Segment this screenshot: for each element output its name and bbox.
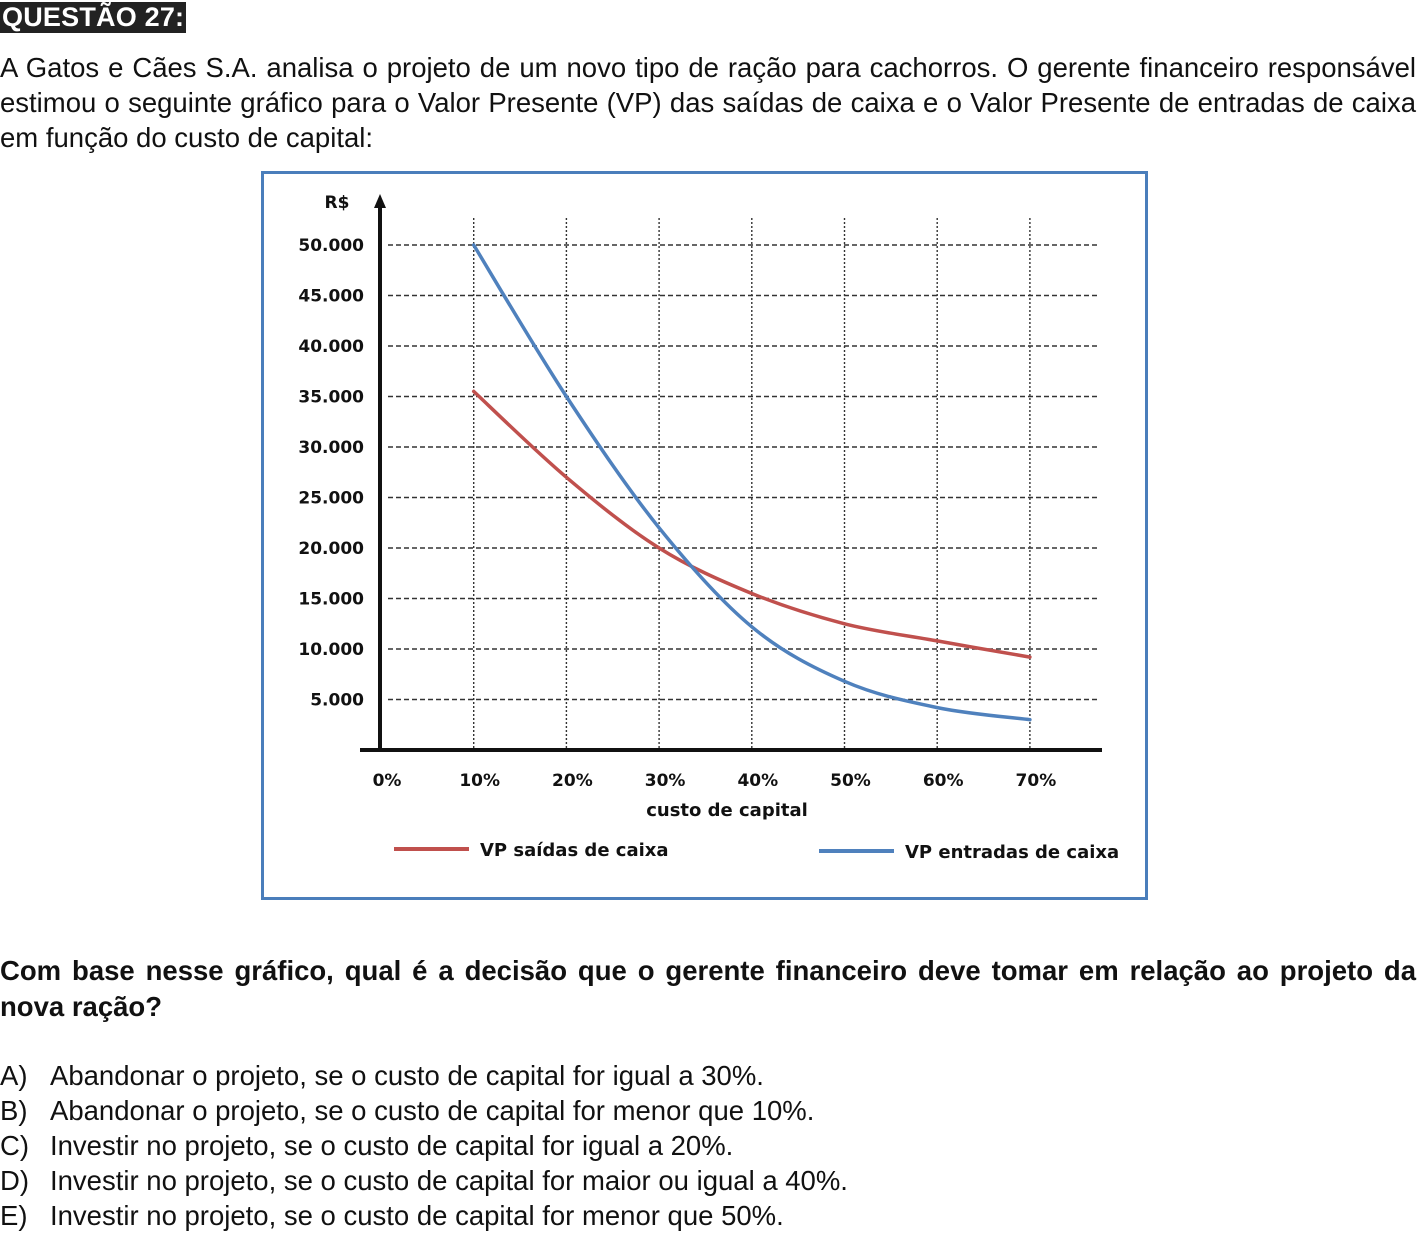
y-tick-label: 20.000 [298, 539, 364, 559]
option-letter: A) [0, 1060, 28, 1091]
x-tick-label: 0% [373, 771, 402, 791]
x-tick-label: 60% [923, 771, 964, 791]
x-tick-labels: 0% 10% 20% 30% 40% 50% 60% 70% [373, 771, 1057, 791]
x-tick-label: 20% [552, 771, 593, 791]
chart-frame: R$ 50.000 45.000 40.000 35.000 30.000 25.000 2… [261, 171, 1148, 900]
y-axis-label: R$ [325, 193, 350, 213]
y-tick-labels: 50.000 45.000 40.000 35.000 30.000 25.000 20.0… [298, 236, 364, 711]
option-letter: B) [0, 1095, 28, 1126]
option-text: Investir no projeto, se o custo de capit… [50, 1165, 848, 1196]
x-tick-label: 70% [1016, 771, 1057, 791]
x-tick-label: 50% [830, 771, 871, 791]
option-e[interactable]: E) Investir no projeto, se o custo de ca… [0, 1198, 1416, 1233]
y-tick-label: 35.000 [298, 388, 364, 408]
question-prompt: Com base nesse gráfico, qual é a decisão… [0, 955, 1416, 1022]
legend-label: VP saídas de caixa [480, 840, 669, 861]
question-intro: A Gatos e Cães S.A. analisa o projeto de… [0, 52, 1416, 153]
legend: VP saídas de caixa VP entradas de caixa [394, 840, 1119, 863]
y-tick-label: 5.000 [310, 691, 364, 711]
y-tick-label: 45.000 [298, 287, 364, 307]
answer-options: A) Abandonar o projeto, se o custo de ca… [0, 1058, 1416, 1233]
option-text: Abandonar o projeto, se o custo de capit… [50, 1060, 764, 1091]
series-line-vp-saidas [471, 389, 1032, 659]
x-axis-label: custo de capital [646, 800, 808, 821]
y-tick-label: 25.000 [298, 489, 364, 509]
x-tick-label: 40% [737, 771, 778, 791]
y-tick-label: 50.000 [298, 236, 364, 256]
y-axis-arrow [374, 194, 386, 208]
line-chart: R$ 50.000 45.000 40.000 35.000 30.000 25.000 2… [298, 193, 1119, 863]
y-tick-label: 40.000 [298, 337, 364, 357]
series [471, 243, 1032, 722]
question-title: QUESTÃO 27: [0, 2, 187, 33]
legend-label: VP entradas de caixa [905, 842, 1119, 863]
y-tick-label: 15.000 [298, 590, 364, 610]
x-tick-label: 10% [459, 771, 500, 791]
x-tick-label: 30% [645, 771, 686, 791]
y-tick-label: 30.000 [298, 438, 364, 458]
option-b[interactable]: B) Abandonar o projeto, se o custo de ca… [0, 1093, 1416, 1128]
option-text: Abandonar o projeto, se o custo de capit… [50, 1095, 815, 1126]
axes [360, 194, 1102, 752]
option-letter: C) [0, 1130, 30, 1161]
option-text: Investir no projeto, se o custo de capit… [50, 1200, 784, 1231]
grid [388, 218, 1098, 748]
y-tick-label: 10.000 [298, 640, 364, 660]
option-text: Investir no projeto, se o custo de capit… [50, 1130, 734, 1161]
option-a[interactable]: A) Abandonar o projeto, se o custo de ca… [0, 1058, 1416, 1093]
option-letter: D) [0, 1165, 30, 1196]
option-letter: E) [0, 1200, 28, 1231]
option-c[interactable]: C) Investir no projeto, se o custo de ca… [0, 1128, 1416, 1163]
option-d[interactable]: D) Investir no projeto, se o custo de ca… [0, 1163, 1416, 1198]
series-line-vp-entradas [471, 243, 1032, 722]
